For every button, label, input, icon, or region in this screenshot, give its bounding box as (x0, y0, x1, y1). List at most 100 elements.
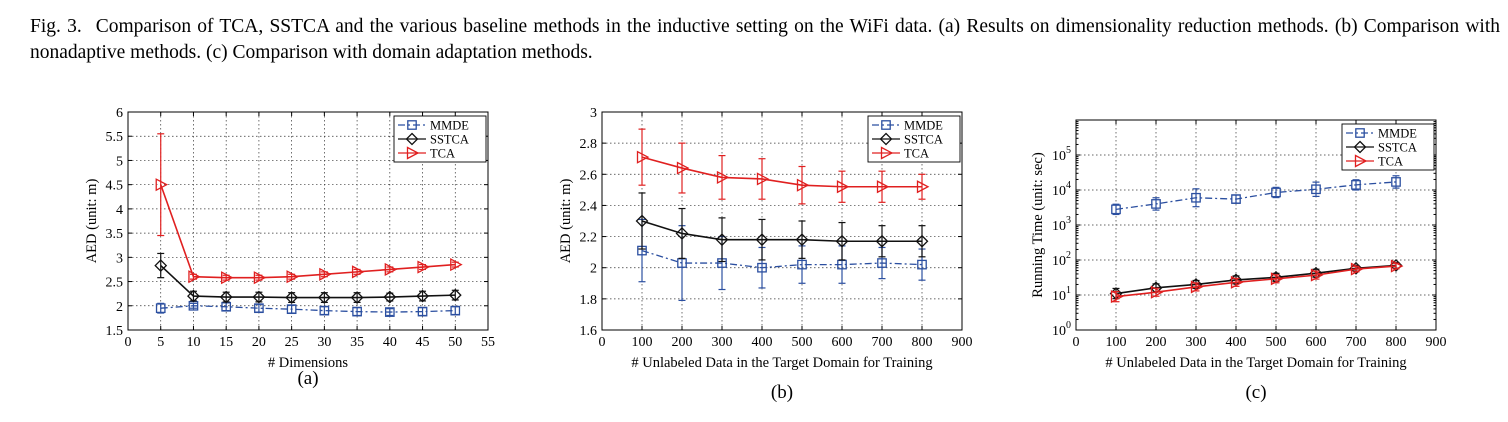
x-tick-label: 100 (1106, 335, 1127, 350)
data-point (350, 291, 364, 304)
legend-label: SSTCA (430, 133, 469, 147)
series-line (641, 249, 923, 269)
y-tick-label: 2.5 (106, 276, 124, 291)
x-tick-label: 600 (1306, 335, 1327, 350)
series-line (159, 184, 456, 279)
series-mmde (637, 218, 927, 302)
data-point (188, 270, 201, 284)
y-tick-label: 2 (590, 262, 597, 277)
data-point (286, 304, 297, 315)
y-tick-label: 2.2 (580, 231, 598, 246)
data-point (1270, 272, 1284, 286)
x-tick-label: 500 (1266, 335, 1287, 350)
data-point (1354, 154, 1368, 168)
series-line (641, 220, 922, 243)
x-axis-label: # Dimensions (268, 355, 349, 371)
data-point (877, 258, 887, 268)
y-tick-label: 2.4 (580, 199, 598, 214)
series-line (641, 156, 922, 188)
y-tick-label: 100 (1052, 320, 1071, 339)
data-point (1349, 261, 1363, 275)
data-point (1390, 259, 1404, 273)
data-point (1271, 187, 1281, 198)
ticks (601, 111, 963, 331)
series-tca (636, 128, 930, 205)
data-point (1150, 285, 1164, 299)
y-tick-label: 101 (1052, 285, 1071, 304)
chart-3: 0 100 200 300 400 500 600 700 800 900100101102103… (1030, 119, 1447, 403)
data-point (835, 234, 849, 248)
panel-label: (b) (771, 382, 793, 403)
data-point (675, 227, 689, 240)
legend-label: TCA (1378, 155, 1403, 169)
series-tca (155, 133, 463, 285)
legend-label: MMDE (1378, 127, 1417, 141)
data-point (917, 259, 927, 270)
x-tick-label: 20 (252, 335, 266, 350)
series-line (160, 305, 456, 313)
x-tick-label: 600 (832, 335, 853, 350)
y-tick-label: 103 (1052, 215, 1071, 234)
x-tick-label: 0 (599, 335, 606, 350)
y-tick-label: 3.5 (106, 227, 124, 242)
x-tick-label: 800 (912, 335, 933, 350)
data-point (155, 303, 166, 314)
y-tick-label: 105 (1052, 145, 1071, 164)
x-tick-label: 40 (383, 335, 397, 350)
data-point (286, 270, 300, 284)
x-tick-label: 700 (1346, 335, 1367, 350)
data-point (755, 233, 769, 247)
y-tick-label: 2.6 (580, 168, 598, 183)
data-point (405, 132, 419, 146)
data-point (1151, 199, 1161, 209)
data-point (285, 291, 299, 304)
data-point (155, 178, 169, 192)
x-tick-label: 900 (952, 335, 973, 350)
x-tick-label: 55 (481, 335, 495, 350)
y-axis-label: AED (unit: m) (558, 179, 574, 264)
y-tick-label: 4 (116, 203, 123, 218)
data-point (1351, 180, 1361, 190)
series-sstca (635, 192, 929, 263)
data-point (352, 306, 362, 317)
y-tick-label: 4.5 (106, 179, 124, 194)
series-line (1115, 181, 1397, 210)
data-point (450, 258, 463, 272)
data-point (1350, 262, 1364, 276)
data-point (407, 120, 417, 130)
data-point (448, 288, 462, 302)
data-point (716, 170, 730, 184)
x-tick-label: 5 (157, 335, 164, 350)
figure-caption: Fig. 3. Comparison of TCA, SSTCA and the … (30, 14, 1500, 66)
data-point (836, 180, 850, 194)
x-axis-label: # Unlabeled Data in the Target Domain fo… (631, 355, 932, 371)
data-point (879, 132, 893, 146)
y-tick-label: 3 (116, 251, 123, 266)
data-point (795, 233, 809, 247)
data-point (1231, 194, 1241, 204)
x-tick-label: 300 (1186, 335, 1207, 350)
data-point (756, 172, 770, 186)
data-point (351, 265, 365, 279)
y-tick-label: 102 (1052, 250, 1071, 269)
y-axis-label: AED (unit: m) (84, 179, 100, 264)
series-sstca (154, 252, 462, 304)
data-point (915, 234, 929, 248)
data-point (154, 259, 168, 272)
legend-label: SSTCA (904, 133, 943, 147)
data-point (319, 267, 332, 281)
caption-text: Comparison of TCA, SSTCA and the various… (30, 16, 1501, 63)
legend-label: SSTCA (1378, 141, 1417, 155)
x-tick-label: 300 (712, 335, 733, 350)
series-mmde (155, 300, 461, 317)
data-point (406, 146, 420, 160)
data-point (715, 233, 729, 247)
ticks (127, 111, 489, 331)
data-point (1191, 192, 1201, 203)
x-tick-label: 700 (872, 335, 893, 350)
data-point (916, 180, 930, 194)
series-line (1115, 265, 1397, 298)
